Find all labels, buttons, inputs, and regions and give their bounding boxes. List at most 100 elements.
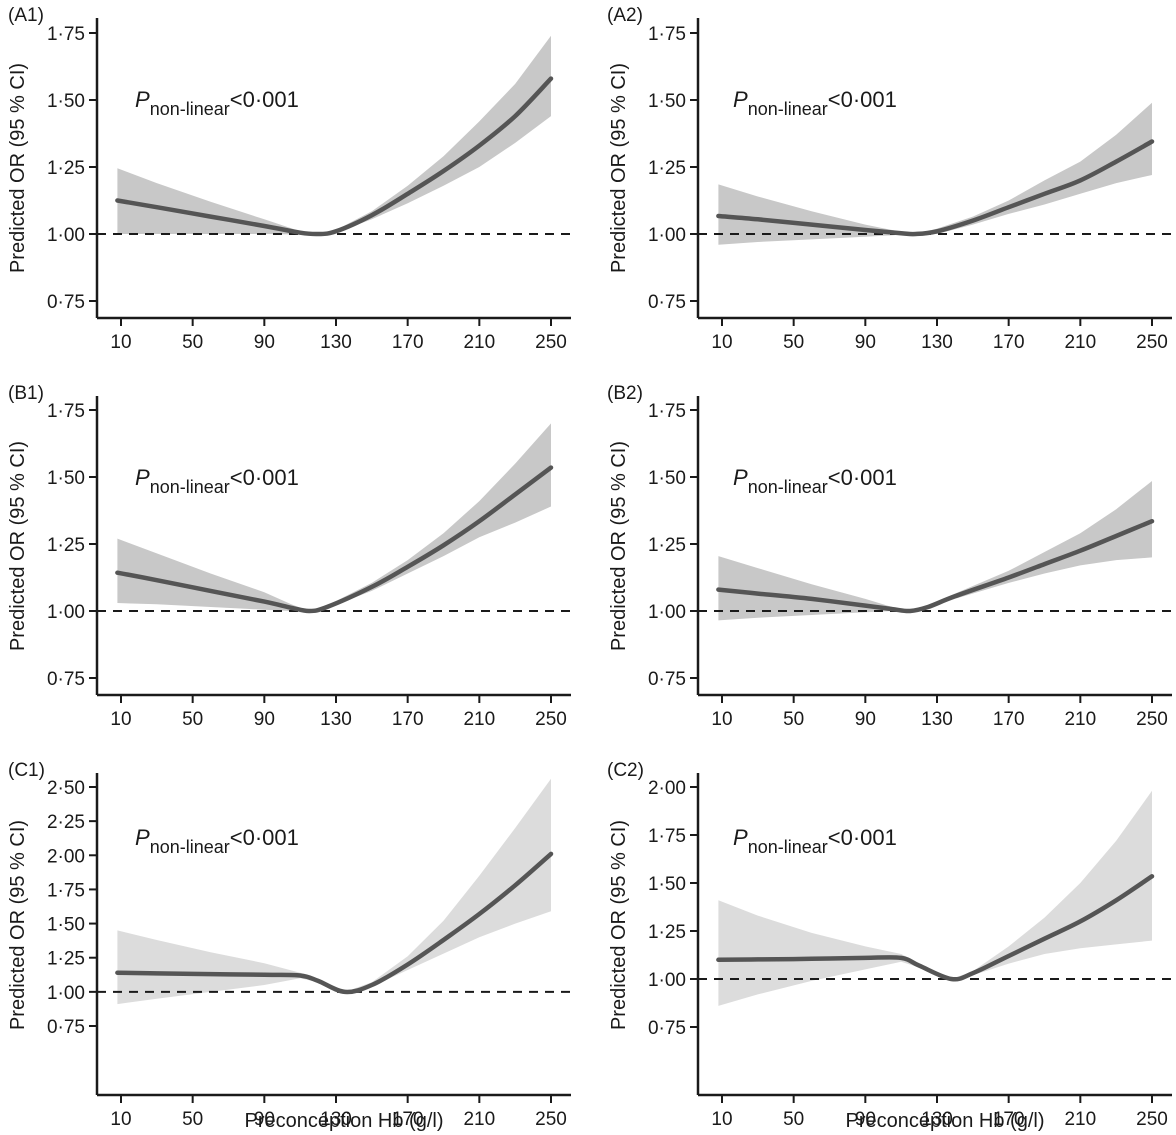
x-tick-label: 10 — [711, 709, 732, 730]
p-value-annotation: Pnon-linear<0·001 — [733, 825, 897, 857]
y-tick-label: 1·00 — [648, 970, 686, 991]
x-tick-label: 170 — [993, 332, 1025, 353]
x-tick-label: 250 — [535, 709, 567, 730]
x-tick-label: 250 — [1136, 709, 1168, 730]
y-tick-label: 1·50 — [47, 91, 85, 112]
x-tick-label: 50 — [182, 332, 203, 353]
ci-band — [117, 35, 552, 235]
x-tick-label: 10 — [110, 709, 131, 730]
x-tick-label: 90 — [254, 1109, 275, 1130]
y-tick-label: 0·75 — [47, 1017, 85, 1038]
y-tick-label: 1·75 — [648, 24, 686, 45]
x-tick-label: 90 — [254, 332, 275, 353]
x-tick-label: 10 — [110, 1109, 131, 1130]
x-tick-label: 130 — [921, 332, 953, 353]
p-value-annotation: Pnon-linear<0·001 — [135, 465, 299, 497]
x-tick-label: 210 — [1064, 1109, 1096, 1130]
y-tick-label: 1·00 — [648, 225, 686, 246]
y-tick-label: 1·75 — [648, 826, 686, 847]
x-tick-label: 170 — [392, 332, 424, 353]
p-value-annotation: Pnon-linear<0·001 — [135, 825, 299, 857]
x-tick-label: 10 — [711, 332, 732, 353]
y-tick-label: 0·75 — [47, 669, 85, 690]
y-tick-label: 1·50 — [47, 468, 85, 489]
y-tick-label: 1·25 — [47, 949, 85, 970]
y-tick-label: 1·75 — [47, 24, 85, 45]
y-tick-label: 2·25 — [47, 812, 85, 833]
x-tick-label: 130 — [921, 1109, 953, 1130]
y-tick-label: 1·50 — [648, 468, 686, 489]
panel-a2: 0·75 1·00 1·25 1·50 1·75 10 50 90 130 170 210 250 (A… — [607, 5, 1172, 353]
ci-band — [718, 481, 1152, 621]
x-tick-label: 130 — [320, 709, 352, 730]
y-tick-label: 2·50 — [47, 778, 85, 799]
y-axis-label: Predicted OR (95 % CI) — [608, 441, 630, 651]
y-tick-label: 1·25 — [648, 535, 686, 556]
x-tick-label: 10 — [711, 1109, 732, 1130]
y-tick-label: 1·75 — [648, 401, 686, 422]
y-tick-label: 1·50 — [648, 874, 686, 895]
x-tick-label: 50 — [783, 709, 804, 730]
panel-c1: 0·75 1·00 1·25 1·50 1·75 2·00 2·25 2·50 10 50 90 13… — [7, 760, 571, 1132]
y-axis-label: Predicted OR (95 % CI) — [608, 820, 630, 1030]
panel-c2: 0·75 1·00 1·25 1·50 1·75 2·00 10 50 90 130 170 210 2… — [607, 760, 1172, 1132]
x-tick-label: 90 — [855, 332, 876, 353]
y-tick-label: 1·00 — [47, 983, 85, 1004]
x-tick-label: 90 — [254, 709, 275, 730]
x-tick-label: 170 — [993, 709, 1025, 730]
y-tick-label: 1·75 — [47, 401, 85, 422]
p-value-annotation: Pnon-linear<0·001 — [733, 465, 897, 497]
p-value-annotation: Pnon-linear<0·001 — [733, 87, 897, 119]
y-tick-label: 2·00 — [47, 846, 85, 867]
y-tick-label: 0·75 — [648, 292, 686, 313]
ci-band — [117, 778, 552, 1005]
x-axis-label: Preconception Hb (g/l) — [846, 1110, 1045, 1132]
panel-label: (A1) — [8, 5, 44, 26]
ci-band — [718, 102, 1152, 245]
x-tick-label: 170 — [392, 1109, 424, 1130]
x-tick-label: 50 — [783, 332, 804, 353]
x-tick-label: 210 — [463, 332, 495, 353]
or-curve — [716, 518, 1155, 614]
x-tick-label: 250 — [535, 332, 567, 353]
panel-label: (C2) — [607, 760, 644, 781]
x-tick-label: 250 — [1136, 1109, 1168, 1130]
y-tick-label: 0·75 — [648, 669, 686, 690]
y-axis-label: Predicted OR (95 % CI) — [7, 63, 29, 273]
y-tick-label: 1·00 — [47, 602, 85, 623]
x-tick-label: 250 — [1136, 332, 1168, 353]
x-tick-label: 210 — [463, 709, 495, 730]
panel-label: (C1) — [8, 760, 45, 781]
x-tick-label: 130 — [320, 1109, 352, 1130]
x-tick-label: 50 — [783, 1109, 804, 1130]
y-tick-label: 1·50 — [47, 915, 85, 936]
or-curve — [115, 465, 554, 614]
panel-b2: 0·75 1·00 1·25 1·50 1·75 10 50 90 130 170 210 250 (B… — [607, 383, 1172, 730]
y-tick-label: 2·00 — [648, 778, 686, 799]
x-tick-label: 90 — [855, 709, 876, 730]
x-tick-label: 90 — [855, 1109, 876, 1130]
y-axis-label: Predicted OR (95 % CI) — [608, 63, 630, 273]
x-tick-label: 50 — [182, 709, 203, 730]
or-curve — [115, 851, 554, 995]
x-axis-label: Preconception Hb (g/l) — [245, 1110, 444, 1132]
x-tick-label: 210 — [463, 1109, 495, 1130]
x-tick-label: 10 — [110, 332, 131, 353]
p-value-annotation: Pnon-linear<0·001 — [135, 87, 299, 119]
y-axis-label: Predicted OR (95 % CI) — [7, 820, 29, 1030]
y-tick-label: 1·75 — [47, 880, 85, 901]
y-axis-label: Predicted OR (95 % CI) — [7, 441, 29, 651]
panel-label: (B1) — [8, 383, 44, 404]
panel-b1: 0·75 1·00 1·25 1·50 1·75 10 50 90 130 170 210 250 (B… — [7, 383, 571, 730]
y-tick-label: 1·00 — [47, 225, 85, 246]
x-tick-label: 210 — [1064, 332, 1096, 353]
x-tick-label: 130 — [921, 709, 953, 730]
y-tick-label: 1·25 — [648, 158, 686, 179]
y-tick-label: 1·25 — [648, 922, 686, 943]
or-curve — [716, 139, 1155, 237]
ci-band — [117, 423, 552, 611]
panel-label: (A2) — [607, 5, 643, 26]
y-tick-label: 1·00 — [648, 602, 686, 623]
y-tick-label: 1·50 — [648, 91, 686, 112]
